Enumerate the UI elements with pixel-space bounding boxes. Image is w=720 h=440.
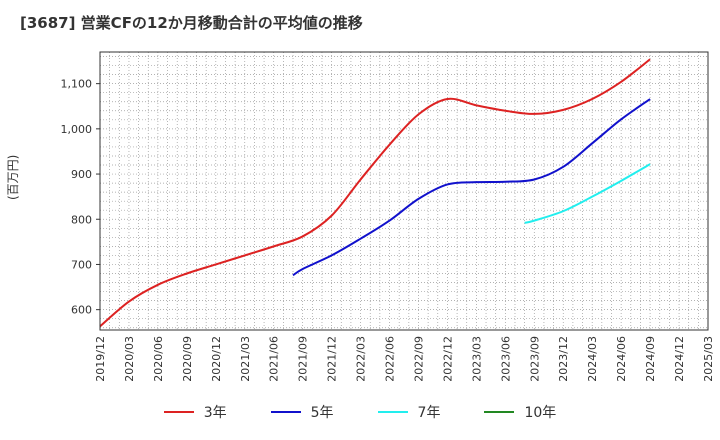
series-lines	[99, 58, 651, 328]
x-tick-label: 2021/06	[268, 336, 281, 382]
x-tick-label: 2023/06	[499, 336, 512, 382]
legend-swatch	[270, 411, 301, 413]
legend-item: 3年	[163, 402, 227, 422]
x-tick-label: 2020/12	[210, 336, 223, 382]
legend-item: 5年	[270, 402, 334, 422]
x-tick-label: 2023/03	[470, 336, 483, 382]
y-tick-labels: 600 700 800 900 1,000 1,100	[61, 78, 100, 317]
x-tick-label: 2025/03	[702, 336, 715, 382]
series-line-0	[99, 58, 651, 328]
y-tick-label: 600	[71, 304, 92, 317]
series-line-2	[524, 163, 651, 224]
legend-label: 5年	[310, 405, 334, 421]
y-tick-label: 800	[71, 213, 92, 226]
x-tick-label: 2021/09	[297, 336, 310, 382]
x-tick-label: 2024/03	[586, 336, 599, 382]
x-tick-label: 2022/03	[355, 336, 368, 382]
series-line-1	[292, 98, 651, 277]
x-tick-label: 2024/06	[615, 336, 628, 382]
x-tick-label: 2022/09	[412, 336, 425, 382]
x-tick-label: 2022/12	[441, 336, 454, 382]
y-tick-label: 1,000	[61, 123, 93, 136]
x-tick-label: 2019/12	[94, 336, 107, 382]
x-tick-label: 2021/12	[326, 336, 339, 382]
x-tick-label: 2020/09	[181, 336, 194, 382]
y-tick-label: 900	[71, 168, 92, 181]
legend-label: 7年	[417, 405, 441, 421]
legend: 3年 5年 7年 10年	[0, 402, 720, 422]
x-tick-label: 2024/12	[673, 336, 686, 382]
plot-frame	[99, 51, 709, 331]
x-tick-label: 2024/09	[644, 336, 657, 382]
legend-swatch	[377, 411, 408, 413]
x-tick-label: 2023/12	[557, 336, 570, 382]
x-tick-label: 2020/03	[123, 336, 136, 382]
x-tick-label: 2020/06	[152, 336, 165, 382]
y-tick-label: 700	[71, 258, 92, 271]
x-tick-labels: 2019/12 2020/03 2020/06 2020/09 2020/12 2021/…	[94, 336, 715, 382]
x-tick-label: 2022/06	[384, 336, 397, 382]
legend-item: 7年	[377, 402, 441, 422]
chart-title: [3687] 営業CFの12か月移動合計の平均値の推移	[20, 14, 363, 32]
legend-label: 10年	[524, 405, 557, 421]
legend-item: 10年	[484, 402, 556, 422]
grid-lines	[99, 52, 709, 330]
y-tick-label: 1,100	[61, 78, 93, 91]
legend-swatch	[484, 411, 515, 413]
legend-swatch	[163, 411, 194, 413]
x-tick-label: 2023/09	[528, 336, 541, 382]
x-tick-label: 2021/03	[239, 336, 252, 382]
legend-label: 3年	[203, 405, 227, 421]
